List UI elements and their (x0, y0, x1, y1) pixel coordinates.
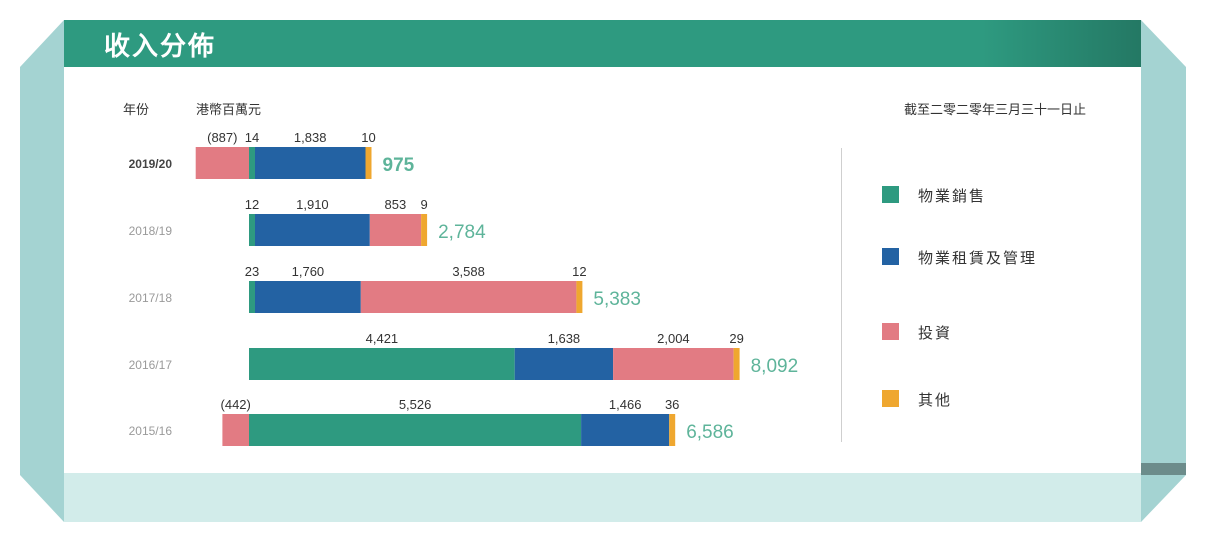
data-label: 23 (245, 264, 259, 279)
data-label: 1,466 (609, 397, 642, 412)
year-label: 2016/17 (129, 358, 173, 372)
bar-segment (733, 348, 740, 380)
year-label: 2018/19 (129, 224, 173, 238)
legend-divider (841, 148, 842, 442)
year-column-label: 年份 (123, 103, 150, 118)
page-title: 收入分佈 (104, 32, 217, 62)
bar-segment (222, 414, 249, 446)
legend-swatch (882, 323, 899, 340)
legend-label: 物業銷售 (918, 187, 987, 205)
total-label: 6,586 (686, 422, 734, 443)
legend-swatch (882, 186, 899, 203)
bar-segment (249, 214, 255, 246)
bar-segment (581, 414, 670, 446)
data-label: 2,004 (657, 331, 690, 346)
year-label: 2019/20 (129, 157, 173, 171)
data-label: 1,638 (548, 331, 581, 346)
bar-segment (255, 214, 370, 246)
bar-segment (249, 348, 515, 380)
bar-segment (514, 348, 614, 380)
legend-swatch (882, 390, 899, 407)
data-label: 14 (245, 130, 259, 145)
data-label: 853 (385, 197, 407, 212)
bar-segment (255, 281, 361, 313)
chart-panel (64, 20, 1141, 473)
year-label: 2017/18 (129, 291, 173, 305)
bar-segment (249, 147, 255, 179)
data-label: 36 (665, 397, 679, 412)
data-label: 5,526 (399, 397, 432, 412)
bar-segment (365, 147, 372, 179)
data-label: 1,838 (294, 130, 327, 145)
bar-segment (249, 281, 255, 313)
data-label: 12 (572, 264, 586, 279)
data-label: 12 (245, 197, 259, 212)
bar-segment (421, 214, 428, 246)
data-label: 9 (420, 197, 427, 212)
title-bar (64, 20, 1141, 67)
legend-label: 其他 (918, 391, 953, 409)
data-label: 10 (361, 130, 375, 145)
total-label: 8,092 (751, 356, 799, 377)
bar-segment (613, 348, 734, 380)
data-label: 1,910 (296, 197, 329, 212)
total-label: 5,383 (593, 289, 641, 310)
bar-segment (255, 147, 366, 179)
bar-segment (669, 414, 676, 446)
legend-label: 投資 (918, 324, 953, 342)
data-label: 1,760 (292, 264, 325, 279)
data-label: (442) (221, 397, 251, 412)
date-note: 截至二零二零年三月三十一日止 (903, 103, 1086, 118)
legend-swatch (882, 248, 899, 265)
legend-label: 物業租賃及管理 (918, 249, 1038, 267)
bar-segment (369, 214, 422, 246)
data-label: (887) (207, 130, 237, 145)
total-label: 975 (383, 155, 415, 176)
bar-segment (360, 281, 577, 313)
data-label: 4,421 (366, 331, 399, 346)
bar-segment (249, 414, 582, 446)
year-label: 2015/16 (129, 424, 173, 438)
unit-label: 港幣百萬元 (196, 103, 262, 118)
total-label: 2,784 (438, 222, 486, 243)
bar-segment (195, 147, 249, 179)
bar-segment (576, 281, 583, 313)
data-label: 29 (729, 331, 743, 346)
data-label: 3,588 (452, 264, 485, 279)
